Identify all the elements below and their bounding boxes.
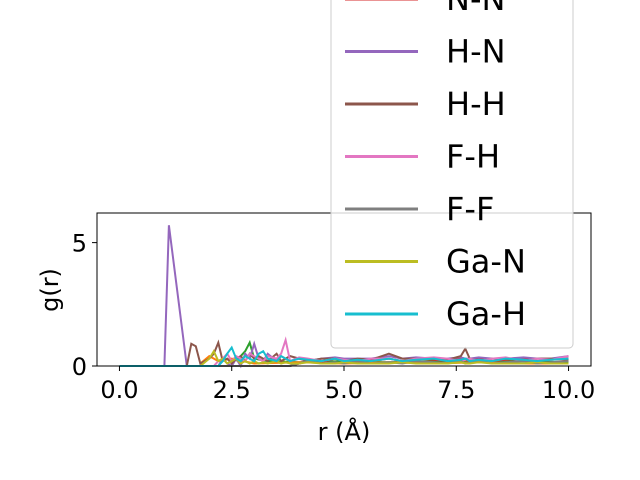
y-axis-label: g(r): [36, 268, 64, 312]
x-tick-label: 2.5: [213, 376, 251, 404]
x-tick-label: 5.0: [325, 376, 363, 404]
legend-label-f-h: F-H: [446, 138, 500, 176]
x-axis: 0.0 2.5 5.0 7.5 10.0: [100, 366, 595, 404]
y-tick-label: 5: [72, 230, 87, 258]
y-axis: 05: [72, 230, 97, 381]
legend-label-h-n: H-N: [446, 33, 506, 71]
x-tick-label: 7.5: [437, 376, 475, 404]
legend-label-h-h: H-H: [446, 85, 506, 123]
x-tick-label: 0.0: [100, 376, 138, 404]
x-tick-label: 10.0: [542, 376, 595, 404]
legend-label-n-n: N-N: [446, 0, 505, 18]
legend: N-N H-N H-H F-H F-F Ga-N Ga-H: [330, 0, 574, 349]
legend-label-f-f: F-F: [446, 190, 494, 228]
x-axis-label: r (Å): [318, 417, 371, 446]
legend-label-ga-h: Ga-H: [446, 295, 526, 333]
series-line-h-h: [119, 339, 569, 367]
y-tick-label: 0: [72, 353, 87, 381]
legend-label-ga-n: Ga-N: [446, 243, 526, 281]
